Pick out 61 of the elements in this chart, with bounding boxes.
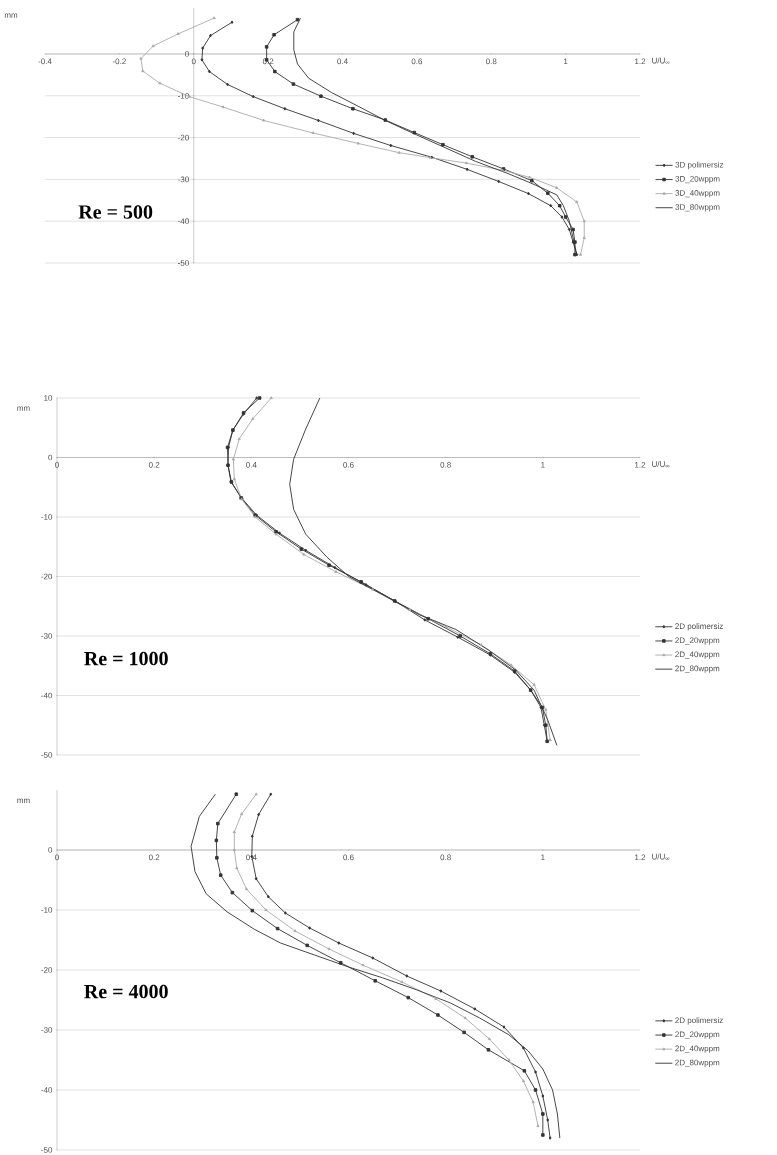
x-tick-label: 1 <box>541 462 545 468</box>
x-tick-label: 0.8 <box>440 462 451 468</box>
legend-label: 2D_80wppm <box>675 665 720 673</box>
x-tick-label: 1.2 <box>635 58 646 65</box>
y-tick-label: -20 <box>41 967 53 973</box>
x-tick-label: -0.4 <box>38 58 52 65</box>
x-tick-label: 1.2 <box>635 462 646 468</box>
x-tick-label: 1 <box>564 58 568 65</box>
x-tick-label: 0.8 <box>440 854 451 861</box>
y-tick-label: -50 <box>178 260 189 266</box>
x-tick-label: 0.4 <box>246 462 257 468</box>
x-tick-label: 0 <box>191 58 196 65</box>
y-tick-label: -10 <box>178 92 189 99</box>
x-tick-label: 0.2 <box>148 462 160 468</box>
legend-label: 2D_20wppm <box>675 1031 720 1039</box>
legend-label: 2D polimersiz <box>675 623 723 631</box>
annotation: Re = 1000 <box>84 651 168 666</box>
y-tick-label: -40 <box>41 692 53 699</box>
x-axis-title: U/U$_{∞}$ <box>652 461 670 468</box>
x-tick-label: 1 <box>541 854 545 861</box>
y-tick-label: -20 <box>41 573 53 580</box>
y-tick-label: -30 <box>41 633 53 639</box>
annotation: Re = 4000 <box>84 984 168 999</box>
legend-label: 2D_40wppm <box>675 651 720 659</box>
x-tick-label: 0.6 <box>411 58 423 65</box>
y-tick-label: -40 <box>41 1087 53 1093</box>
x-tick-label: 0.6 <box>343 462 354 468</box>
y-tick-label: -20 <box>178 134 189 141</box>
y-tick-label: 0 <box>48 454 53 461</box>
y-tick-label: -50 <box>41 752 53 758</box>
y-axis-title: mm <box>17 798 30 803</box>
x-tick-label: 1.2 <box>635 854 646 861</box>
x-tick-label: -0.2 <box>112 58 126 65</box>
x-tick-label: 0.8 <box>486 58 497 65</box>
legend-label: 3D_40wppm <box>675 190 720 198</box>
legend-label: 2D_20wppm <box>675 637 720 645</box>
y-tick-label: -30 <box>41 1027 53 1033</box>
y-tick-label: -30 <box>178 176 189 183</box>
annotation: Re = 500 <box>78 205 153 219</box>
y-tick-label: -50 <box>41 1147 53 1153</box>
legend-label: 2D polimersiz <box>675 1017 723 1025</box>
x-tick-label: 0 <box>55 854 59 861</box>
x-axis-title: U/U$_{∞}$ <box>652 57 670 64</box>
y-tick-label: 0 <box>48 847 53 853</box>
y-axis-title: mm <box>17 406 30 411</box>
y-tick-label: -40 <box>178 218 189 225</box>
x-axis-title: U/U$_{∞}$ <box>652 853 670 860</box>
x-tick-label: 0.2 <box>148 854 160 861</box>
legend-label: 2D_40wppm <box>675 1045 720 1053</box>
y-tick-label: -10 <box>41 514 53 520</box>
y-tick-label: 10 <box>44 395 53 401</box>
legend-label: 3D polimersiz <box>675 161 724 170</box>
legend-label: 2D_80wppm <box>675 1059 720 1067</box>
x-tick-label: 0.4 <box>337 58 348 65</box>
y-axis-title: mm <box>4 13 18 18</box>
y-tick-label: 0 <box>185 51 189 57</box>
y-tick-label: -10 <box>41 907 53 913</box>
legend-label: 3D_80wppm <box>675 204 720 212</box>
legend-label: 3D_20wppm <box>675 176 720 184</box>
x-tick-label: 0.6 <box>343 854 354 861</box>
x-tick-label: 0 <box>55 462 59 468</box>
